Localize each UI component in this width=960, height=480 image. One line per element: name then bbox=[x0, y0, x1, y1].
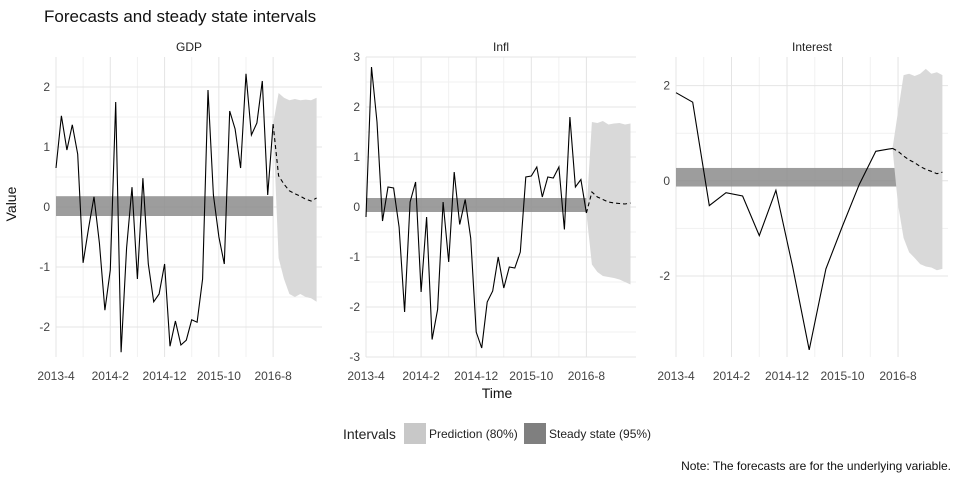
x-tick-label: 2014-2 bbox=[92, 369, 130, 383]
x-tick-label: 2015-10 bbox=[509, 369, 553, 383]
forecast-line bbox=[892, 147, 943, 175]
steady-state-band bbox=[676, 167, 899, 187]
y-tick-label: -2 bbox=[349, 300, 360, 314]
legend-title: Intervals bbox=[343, 426, 396, 442]
x-tick-label: 2013-4 bbox=[347, 369, 385, 383]
y-tick-label: -1 bbox=[39, 260, 50, 274]
y-tick-label: -2 bbox=[659, 269, 670, 283]
legend-label-steady: Steady state (95%) bbox=[549, 427, 651, 441]
steady-state-band bbox=[366, 198, 587, 212]
y-tick-label: 1 bbox=[43, 140, 50, 154]
y-tick-label: 0 bbox=[353, 200, 360, 214]
prediction-band bbox=[586, 121, 631, 285]
history-line bbox=[365, 66, 587, 349]
panel-title: Interest bbox=[792, 40, 833, 54]
x-tick-label: 2015-10 bbox=[197, 369, 241, 383]
facet-panels: GDP -2 -1 0 1 2 2013-4 2014-2 2014-12 2015-10 2016… bbox=[37, 40, 948, 383]
x-tick-label: 2013-4 bbox=[37, 369, 75, 383]
y-tick-label: 1 bbox=[353, 150, 360, 164]
x-tick-label: 2016-8 bbox=[879, 369, 917, 383]
x-tick-label: 2014-12 bbox=[143, 369, 187, 383]
y-axis-title: Value bbox=[3, 186, 19, 221]
y-tick-label: 3 bbox=[353, 50, 360, 64]
y-tick-label: -3 bbox=[349, 350, 360, 364]
y-tick-label: 2 bbox=[43, 80, 50, 94]
y-tick-label: 2 bbox=[353, 100, 360, 114]
y-tick-label: 0 bbox=[43, 200, 50, 214]
y-tick-label: -1 bbox=[349, 250, 360, 264]
legend-label-prediction: Prediction (80%) bbox=[429, 427, 518, 441]
x-axis-title: Time bbox=[482, 385, 513, 401]
panel-infl: Infl -3 -2 -1 0 1 2 3 2013-4 2014-2 2014-12 2015-10… bbox=[347, 40, 636, 383]
y-tick-label: 2 bbox=[663, 79, 670, 93]
chart-title: Forecasts and steady state intervals bbox=[44, 7, 316, 26]
forecast-line bbox=[272, 124, 317, 202]
x-tick-label: 2013-4 bbox=[657, 369, 695, 383]
x-tick-label: 2014-12 bbox=[765, 369, 809, 383]
panel-title: GDP bbox=[176, 40, 202, 54]
history-line bbox=[675, 92, 893, 351]
x-tick-label: 2014-2 bbox=[402, 369, 440, 383]
chart-note: Note: The forecasts are for the underlyi… bbox=[681, 459, 951, 473]
legend-swatch-prediction bbox=[404, 423, 426, 444]
y-tick-label: -2 bbox=[39, 320, 50, 334]
prediction-band bbox=[273, 93, 317, 302]
legend: Intervals Prediction (80%) Steady state … bbox=[343, 423, 651, 444]
panel-interest: Interest -2 0 2 2013-4 2014-2 2014-12 2015-10 20… bbox=[657, 40, 948, 383]
x-tick-label: 2016-8 bbox=[254, 369, 292, 383]
x-tick-label: 2014-12 bbox=[454, 369, 498, 383]
prediction-band bbox=[892, 68, 943, 271]
forecast-line bbox=[585, 190, 631, 214]
legend-swatch-steady bbox=[524, 423, 546, 444]
x-tick-label: 2016-8 bbox=[568, 369, 606, 383]
x-tick-label: 2015-10 bbox=[821, 369, 865, 383]
history-line bbox=[55, 73, 274, 353]
x-tick-label: 2014-2 bbox=[713, 369, 751, 383]
panel-gdp: GDP -2 -1 0 1 2 2013-4 2014-2 2014-12 2015-10 2016… bbox=[37, 40, 322, 383]
panel-title: Infl bbox=[493, 40, 509, 54]
steady-state-band bbox=[56, 196, 274, 216]
y-tick-label: 0 bbox=[663, 174, 670, 188]
